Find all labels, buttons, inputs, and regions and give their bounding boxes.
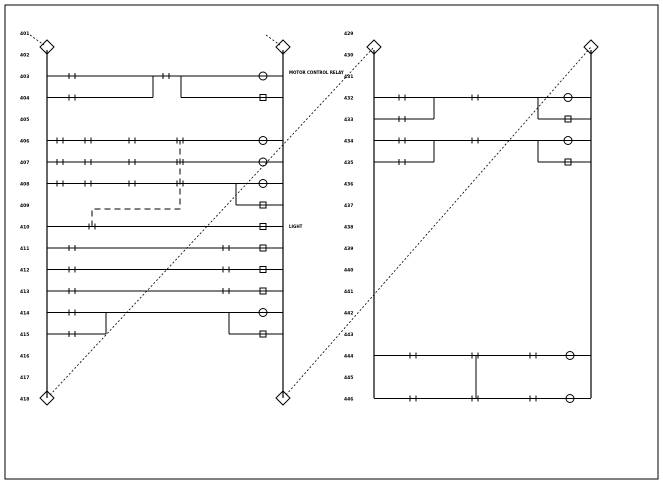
lamp-icon bbox=[259, 223, 267, 230]
coil-icon bbox=[258, 157, 268, 167]
rung-number: 416 bbox=[20, 354, 29, 360]
coil-icon bbox=[565, 394, 575, 403]
rung-number: 429 bbox=[344, 31, 353, 37]
rung-number: 436 bbox=[344, 182, 353, 188]
rung-number: 434 bbox=[344, 139, 353, 145]
rung-number: 442 bbox=[344, 311, 353, 317]
rung-number: 408 bbox=[20, 182, 29, 188]
label-motor-control-relay: MOTOR CONTROL RELAY bbox=[289, 70, 344, 75]
mechanical-link bbox=[91, 140, 181, 227]
lamp-icon bbox=[259, 94, 267, 101]
off-page-connector-icon bbox=[275, 390, 291, 406]
rung-number: 443 bbox=[344, 332, 353, 338]
link-line bbox=[265, 34, 281, 46]
coil-icon bbox=[258, 308, 268, 317]
rung-number: 431 bbox=[344, 74, 353, 80]
rung-number: 418 bbox=[20, 397, 29, 403]
rung-number: 437 bbox=[344, 203, 353, 209]
rung-number: 440 bbox=[344, 268, 353, 274]
lamp-icon bbox=[564, 115, 572, 123]
off-page-connector-icon bbox=[583, 39, 599, 55]
off-page-connector-icon bbox=[39, 39, 55, 55]
rung-number: 413 bbox=[20, 289, 29, 295]
rung-number: 414 bbox=[20, 311, 29, 317]
rung-number: 446 bbox=[344, 397, 353, 403]
rung-number: 430 bbox=[344, 53, 353, 59]
off-page-connector-icon bbox=[39, 390, 55, 406]
rung-number: 409 bbox=[20, 203, 29, 209]
rung-number: 438 bbox=[344, 225, 353, 231]
rung-number: 444 bbox=[344, 354, 353, 360]
rung-number: 401 bbox=[20, 31, 29, 37]
rung-number: 412 bbox=[20, 268, 29, 274]
coil-icon bbox=[565, 351, 575, 360]
off-page-connector-icon bbox=[366, 39, 382, 55]
label-light: LIGHT bbox=[289, 224, 303, 229]
rung-number: 441 bbox=[344, 289, 353, 295]
rung-number: 432 bbox=[344, 96, 353, 102]
rung-number: 417 bbox=[20, 375, 29, 381]
off-page-connector-icon bbox=[275, 39, 291, 55]
rung-number: 406 bbox=[20, 139, 29, 145]
drawing-border bbox=[4, 4, 659, 480]
link-line bbox=[29, 34, 45, 46]
rung-number: 405 bbox=[20, 117, 29, 123]
coil-icon bbox=[258, 71, 268, 81]
coil-icon bbox=[258, 136, 268, 145]
rung-number: 445 bbox=[344, 375, 353, 381]
diagonal-link bbox=[49, 46, 375, 396]
rung-number: 407 bbox=[20, 160, 29, 166]
lamp-icon bbox=[259, 244, 267, 252]
rung-number: 435 bbox=[344, 160, 353, 166]
rung-number: 433 bbox=[344, 117, 353, 123]
rung-number: 439 bbox=[344, 246, 353, 252]
lamp-icon bbox=[259, 201, 267, 209]
rung-number: 404 bbox=[20, 96, 29, 102]
coil-icon bbox=[258, 179, 268, 188]
lamp-icon bbox=[259, 266, 267, 273]
rung-number: 410 bbox=[20, 225, 29, 231]
rung-number: 415 bbox=[20, 332, 29, 338]
diagonal-link bbox=[285, 46, 592, 396]
rung-number: 403 bbox=[20, 74, 29, 80]
lamp-icon bbox=[259, 287, 267, 295]
coil-icon bbox=[563, 136, 573, 145]
coil-icon bbox=[563, 93, 573, 102]
lamp-icon bbox=[259, 330, 267, 338]
rung-number: 411 bbox=[20, 246, 29, 252]
lamp-icon bbox=[564, 158, 572, 166]
rung-number: 402 bbox=[20, 53, 29, 59]
